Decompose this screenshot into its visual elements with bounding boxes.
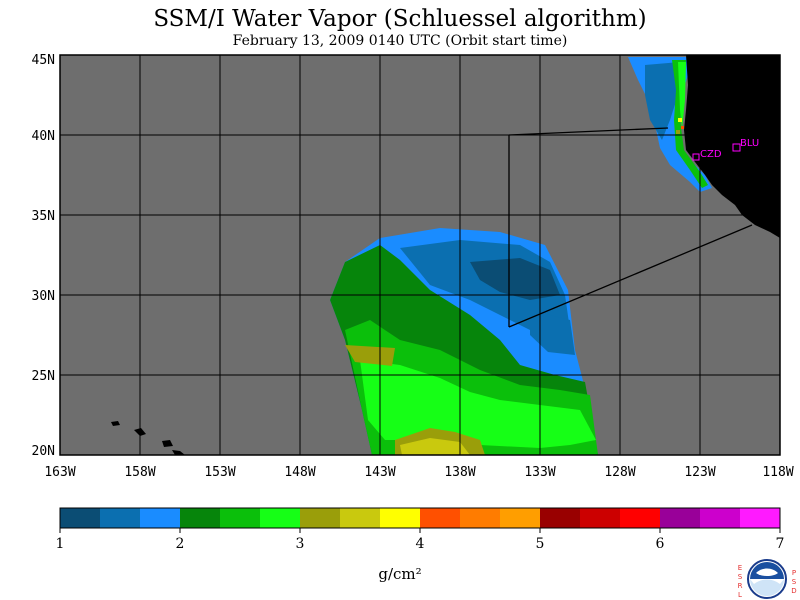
colorbar-labels: 1 2 3 4 5 6 7 [56,536,785,552]
colorbar-tick-label: 6 [656,536,665,552]
station-czd-marker [692,153,700,161]
longitude-labels: 163W 158W 153W 148W 143W 138W 133W 128W … [44,465,793,480]
station-markers: CZD BLU [692,138,759,161]
colorbar-swatch [140,508,181,528]
colorbar-swatch [340,508,381,528]
credit-letter: S [791,578,797,586]
lat-label: 20N [32,444,55,459]
colorbar-swatch [300,508,341,528]
lon-label: 163W [44,465,75,480]
noaa-logo-icon [747,559,787,599]
colorbar-swatch [740,508,781,528]
colorbar-tick-label: 3 [296,536,305,552]
colorbar-swatch [100,508,141,528]
colorbar-tick-label: 4 [416,536,425,552]
colorbar-tick-label: 5 [536,536,545,552]
colorbar-swatch [180,508,221,528]
credit-letter: E [737,564,743,572]
land-mass [684,55,780,238]
lon-label: 128W [604,465,635,480]
lon-label: 158W [124,465,155,480]
colorbar-tick-label: 7 [776,536,785,552]
colorbar-swatch [420,508,461,528]
colorbar-swatch [500,508,541,528]
colorbar-swatch [580,508,621,528]
lon-label: 118W [762,465,793,480]
colorbar-tick-label: 1 [56,536,65,552]
lon-label: 143W [364,465,395,480]
noaa-credit: E S R L P S D [734,556,798,600]
colorbar-swatch [540,508,581,528]
map-frame [59,54,781,456]
lat-label: 35N [32,209,55,224]
lon-label: 138W [444,465,475,480]
satellite-swath [111,55,780,455]
credit-letter: R [737,582,743,590]
colorbar-swatch [700,508,741,528]
lon-label: 133W [524,465,555,480]
credit-letter: L [738,591,742,599]
lat-label: 25N [32,369,55,384]
lon-label: 148W [284,465,315,480]
station-blu-marker [732,143,741,152]
colorbar-swatch [620,508,661,528]
lat-label: 45N [32,53,55,68]
lon-label: 123W [684,465,715,480]
colorbar-tick-label: 2 [176,536,185,552]
lon-label: 153W [204,465,235,480]
lat-lon-grid [60,55,780,455]
colorbar-swatch [380,508,421,528]
colorbar-swatch [220,508,261,528]
colorbar-swatch [60,508,101,528]
latitude-labels: 45N 40N 35N 30N 25N 20N [32,53,55,459]
colorbar-unit: g/cm² [378,565,422,583]
colorbar-swatch [260,508,301,528]
credit-letter: P [791,569,797,577]
lat-label: 40N [32,129,55,144]
colorbar-swatch [660,508,701,528]
credit-letter: D [791,587,797,595]
colorbar-swatch [460,508,501,528]
map-subtitle: February 13, 2009 0140 UTC (Orbit start … [232,33,568,49]
station-czd-label: CZD [700,149,722,160]
colorbar [59,507,781,533]
station-blu-label: BLU [740,138,759,149]
map-title: SSM/I Water Vapor (Schluessel algorithm) [153,6,647,32]
credit-letter: S [737,573,743,581]
lat-label: 30N [32,289,55,304]
annotation-lines [508,127,753,328]
